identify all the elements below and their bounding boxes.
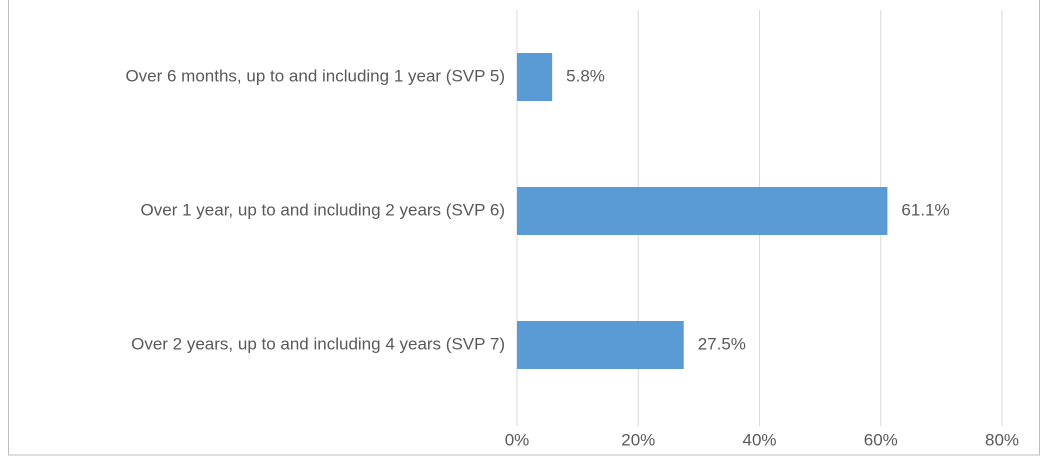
x-tick-label: 40% [742,430,776,449]
bar [517,187,888,235]
bar [517,53,553,101]
value-label: 5.8% [566,66,605,85]
chart-frame [8,0,1040,456]
value-label: 61.1% [901,200,949,219]
x-tick-label: 60% [864,430,898,449]
x-tick-label: 20% [621,430,655,449]
y-tick-label: Over 1 year, up to and including 2 years… [141,200,505,219]
x-tick-label: 80% [985,430,1019,449]
value-label: 27.5% [698,334,746,353]
x-tick-label: 0% [505,430,530,449]
y-tick-label: Over 6 months, up to and including 1 yea… [125,66,505,85]
y-tick-label: Over 2 years, up to and including 4 year… [131,334,505,353]
bar [517,321,684,369]
